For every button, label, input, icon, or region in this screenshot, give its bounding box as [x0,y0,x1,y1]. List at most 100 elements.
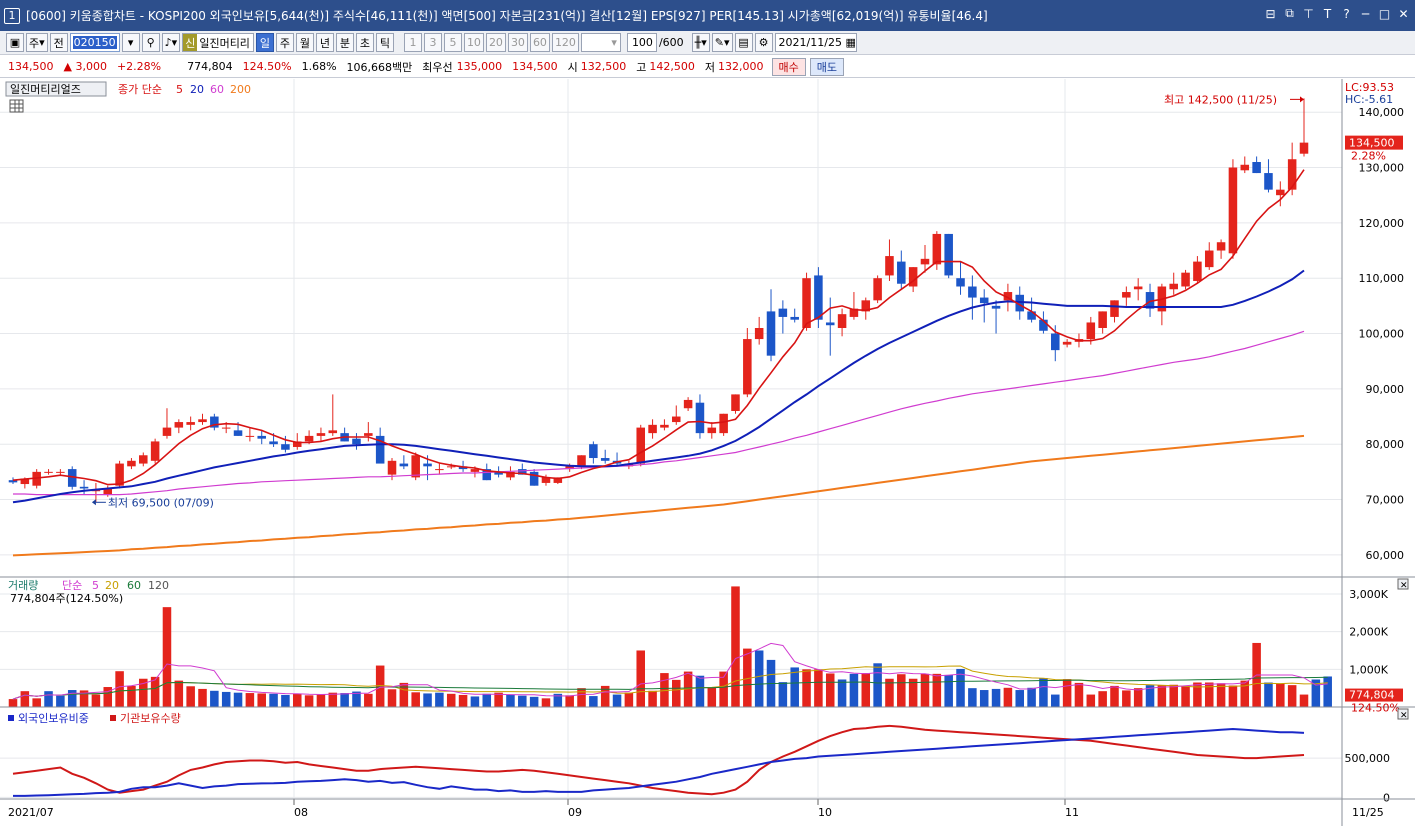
candle[interactable] [1122,292,1131,298]
candle[interactable] [56,471,65,473]
volume-bar[interactable] [1145,685,1155,707]
volume-bar[interactable] [968,688,977,707]
ma-label[interactable]: 종가 단순 [118,83,162,96]
volume-bar[interactable] [577,688,586,707]
volume-bar[interactable] [648,690,657,707]
volume-bar[interactable] [1133,688,1143,707]
volume-bar[interactable] [328,692,338,707]
candle[interactable] [316,433,326,436]
candle[interactable] [802,278,811,328]
volume-bar[interactable] [399,682,409,707]
candle[interactable] [1264,173,1273,190]
chart-area[interactable]: 60,000 70,000 80,000 90,000 100,000 110,000 12… [0,79,1415,826]
volume-bar[interactable] [790,667,799,707]
volume-bar[interactable] [600,685,610,707]
candle[interactable] [695,402,705,434]
volume-bar[interactable] [837,679,847,707]
dropdown-icon[interactable]: ▾ [121,33,140,52]
volume-bar[interactable] [91,694,101,707]
volume-title[interactable]: 거래량 [8,579,38,592]
volume-bar[interactable] [139,678,148,707]
volume-bar[interactable] [186,686,195,707]
volume-bar[interactable] [802,669,811,707]
buy-button[interactable]: 매수 [771,57,806,76]
candle[interactable] [304,435,314,442]
interval-tick[interactable]: 틱 [375,33,394,52]
ma60-line[interactable] [13,330,1305,496]
custom-interval-select[interactable]: ▾ [580,33,621,52]
candle[interactable] [162,427,172,436]
candle[interactable] [849,308,859,317]
candle[interactable] [1228,167,1238,254]
volume-bar[interactable] [115,671,124,707]
search-icon[interactable]: ⚲ [141,33,160,52]
candle[interactable] [423,463,432,467]
volume-bar[interactable] [1276,683,1285,707]
maximize-icon[interactable]: □ [1378,6,1391,21]
candle[interactable] [766,311,776,356]
candle[interactable] [186,422,195,425]
candle[interactable] [1181,272,1190,287]
candle[interactable] [281,444,290,450]
layout-icon[interactable]: ▣ [6,33,24,52]
volume-bar[interactable] [1299,694,1309,707]
volume-bar[interactable] [1039,677,1048,707]
candle[interactable] [719,413,728,434]
table-toggle-icon[interactable] [9,99,24,113]
volume-bar[interactable] [67,690,77,707]
interval-year[interactable]: 년 [315,33,334,52]
vol-ma60-label[interactable]: 60 [127,579,141,592]
volume-bar[interactable] [1003,687,1013,707]
candle[interactable] [1110,300,1119,317]
candle[interactable] [518,469,527,475]
candle[interactable] [210,416,219,428]
volume-bar[interactable] [281,694,290,707]
candle[interactable] [825,322,835,326]
volume-bar[interactable] [754,650,764,707]
candle[interactable] [269,441,278,445]
candle[interactable] [589,444,598,459]
volume-bar[interactable] [210,690,219,707]
candle[interactable] [541,477,551,483]
volume-bar[interactable] [446,693,456,707]
candle[interactable] [1299,142,1309,154]
candle[interactable] [1015,294,1025,312]
num-5[interactable]: 5 [443,33,462,52]
volume-bar[interactable] [79,690,89,707]
volume-bar[interactable] [707,687,717,707]
volume-bar[interactable] [1110,685,1119,707]
candle[interactable] [198,419,207,423]
volume-bar[interactable] [1311,679,1321,707]
candle[interactable] [1204,250,1214,268]
volume-bar[interactable] [162,607,172,707]
candle[interactable] [648,424,657,434]
candle[interactable] [1062,341,1072,345]
volume-bar[interactable] [494,692,503,707]
speaker-icon[interactable]: ♪▾ [161,33,181,52]
restore-icon[interactable]: ⧉ [1285,6,1294,20]
volume-bar[interactable] [1287,685,1297,707]
volume-bar[interactable] [695,675,705,707]
num-30[interactable]: 30 [507,33,528,52]
volume-bar[interactable] [435,692,444,707]
volume-bar[interactable] [932,673,942,707]
candle[interactable] [44,471,53,473]
candle[interactable] [1287,159,1297,190]
volume-bar[interactable] [873,663,882,707]
candle[interactable] [672,416,681,423]
volume-bar[interactable] [589,696,598,707]
candle[interactable] [908,267,918,287]
num-3[interactable]: 3 [423,33,442,52]
volume-bar[interactable] [1074,682,1084,707]
candle[interactable] [233,430,243,436]
candle[interactable] [1193,261,1202,281]
volume-bar[interactable] [944,674,953,707]
volume-bar[interactable] [636,650,645,707]
text-icon[interactable]: T [1323,6,1332,21]
volume-bar[interactable] [731,586,740,707]
volume-bar[interactable] [1264,682,1273,707]
candle[interactable] [399,463,409,467]
volume-bar[interactable] [1181,685,1190,707]
candle[interactable] [257,435,266,439]
volume-bar[interactable] [624,692,634,707]
